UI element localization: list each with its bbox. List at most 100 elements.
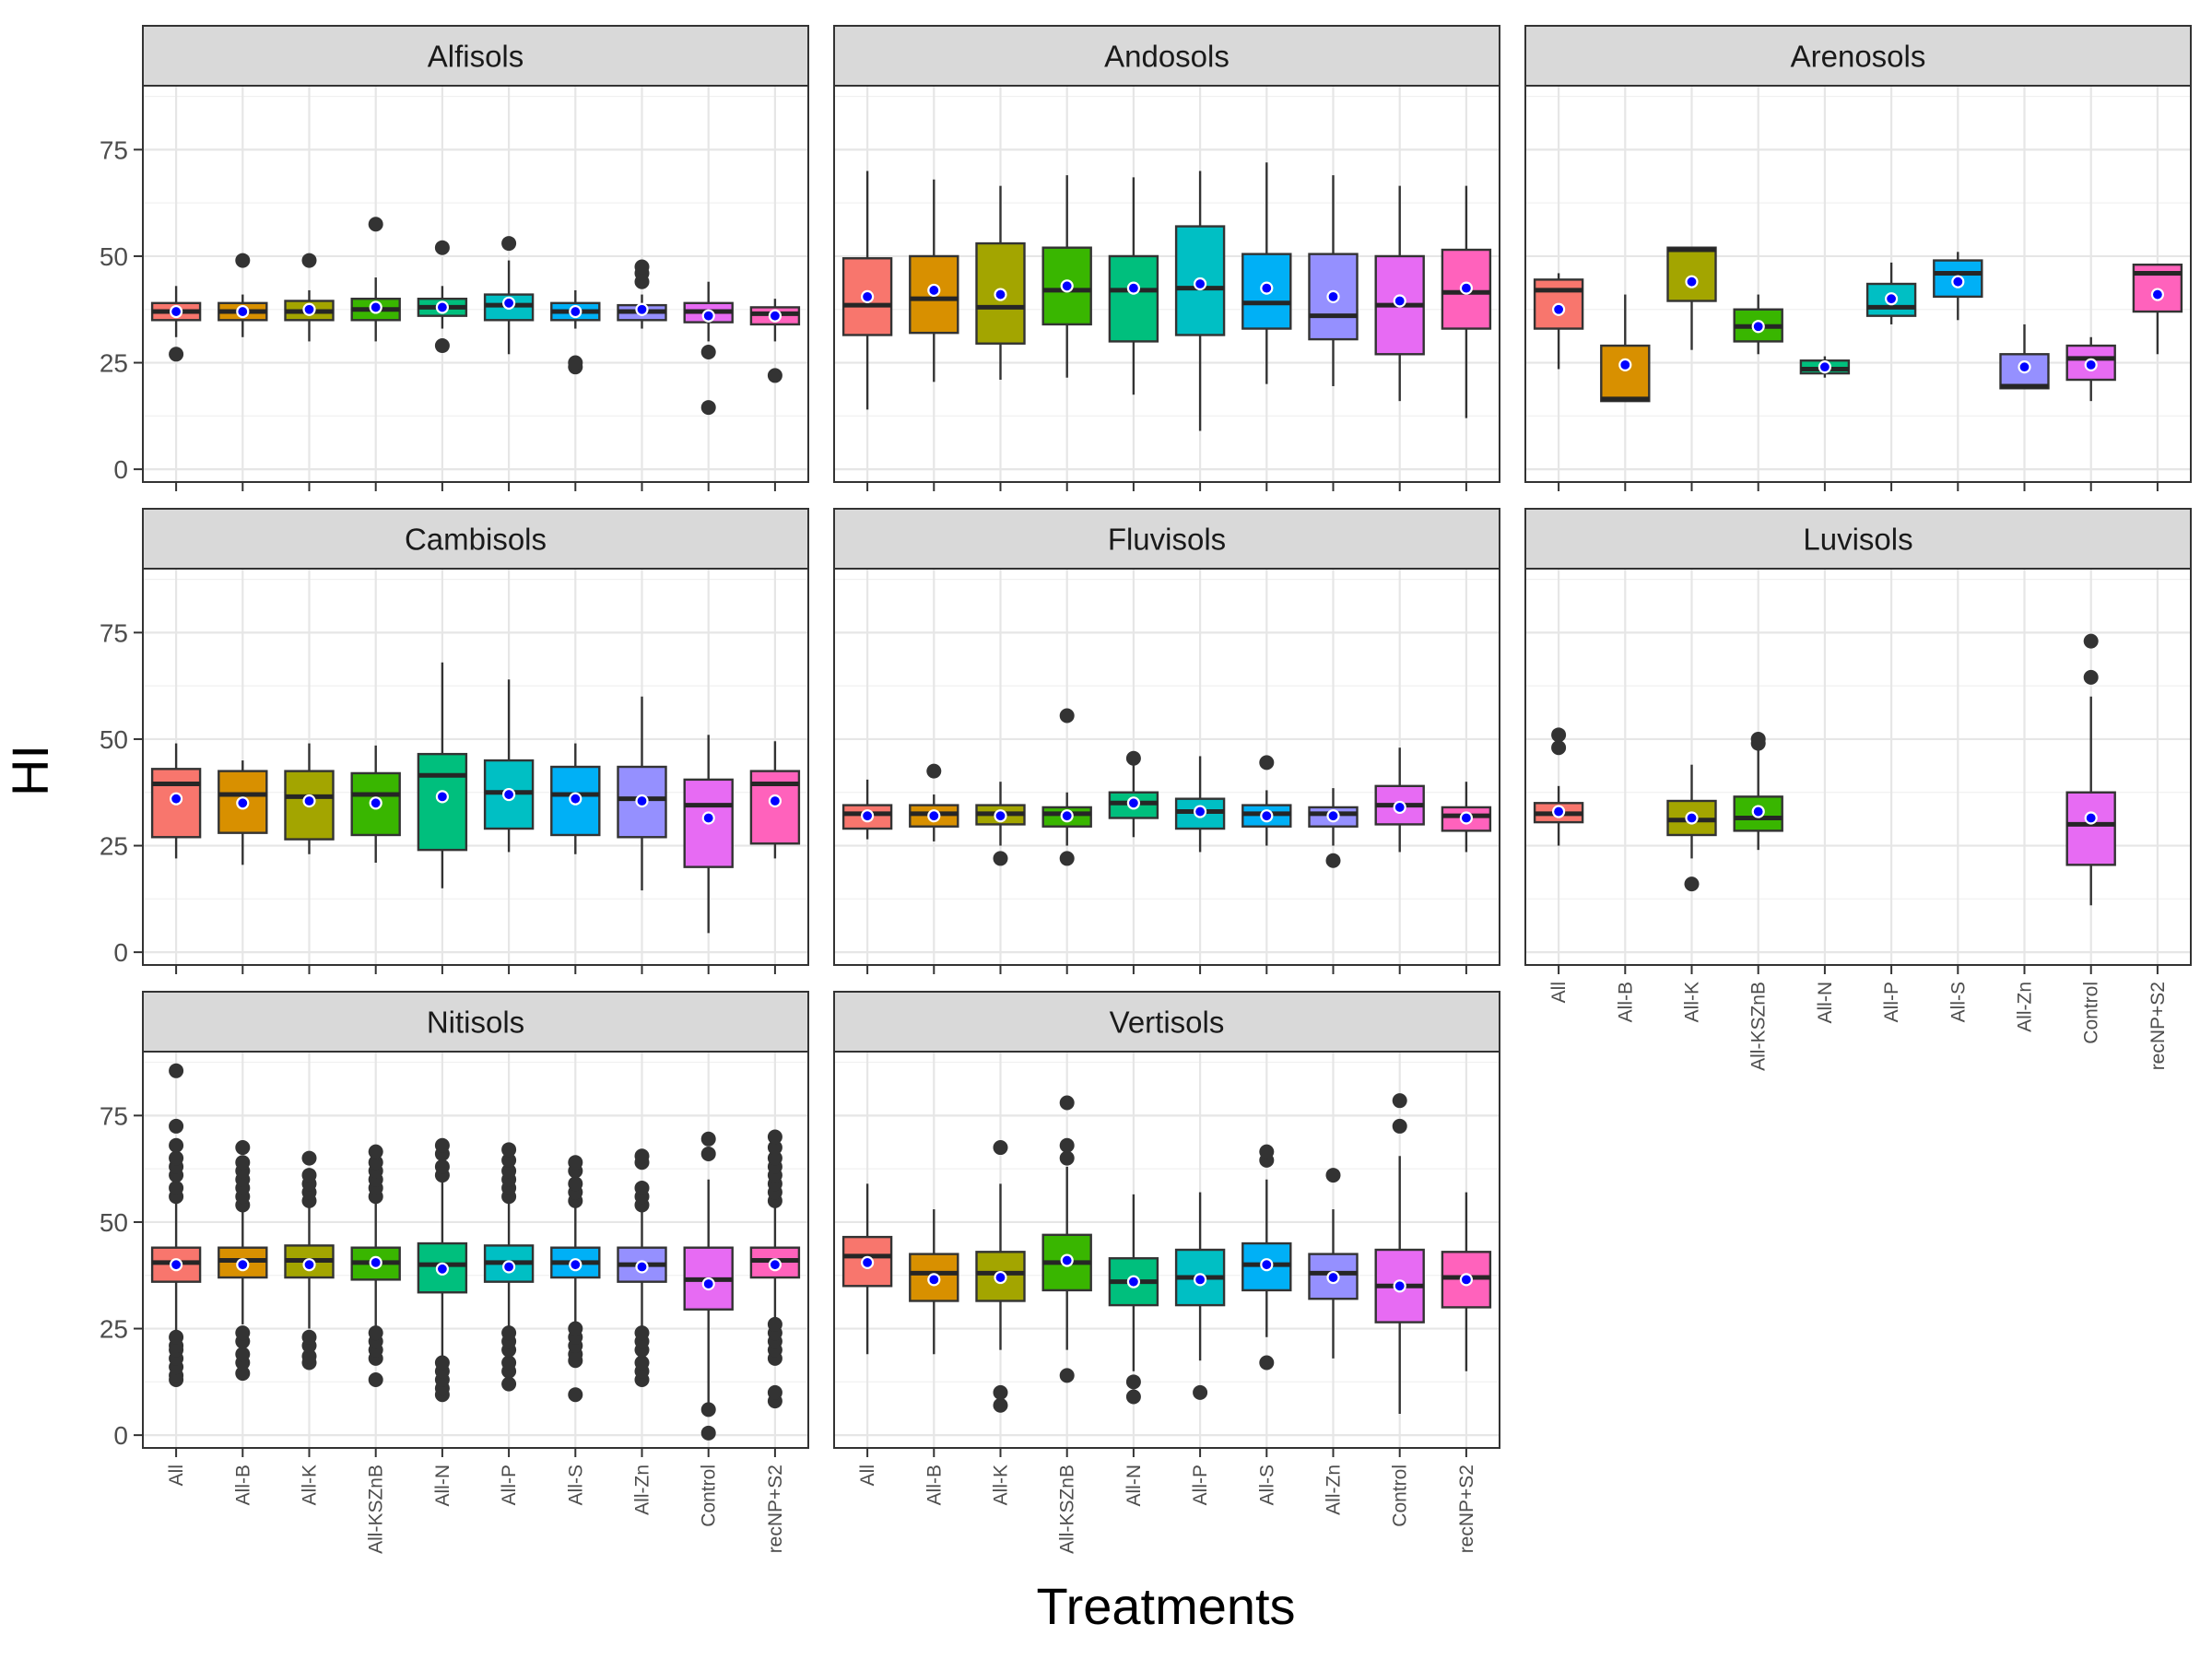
box-all-s	[550, 743, 601, 854]
x-tick-label: All-S	[1947, 982, 1969, 1022]
outlier-point	[634, 259, 650, 275]
facet-strip-label: Nitisols	[427, 1006, 524, 1040]
mean-point	[1193, 805, 1207, 818]
outlier-point	[235, 253, 251, 268]
outlier-point	[169, 1118, 184, 1134]
box-iqr	[1108, 254, 1159, 343]
mean-point	[236, 1258, 250, 1272]
box-all-p	[1174, 756, 1226, 853]
box-recnp-s2	[2132, 263, 2183, 355]
x-tick-label: All-K	[300, 1465, 321, 1505]
outlier-point	[700, 344, 716, 359]
mean-point	[994, 1270, 1007, 1285]
mean-point	[2084, 358, 2098, 371]
outlier-point	[634, 1180, 650, 1195]
x-tick-label: All-Zn	[632, 1465, 653, 1515]
outlier-point	[568, 1176, 583, 1192]
x-tick-label: All-K	[1682, 982, 1703, 1022]
facet-strip-label: Fluvisols	[1108, 523, 1226, 557]
mean-point	[1060, 1253, 1074, 1267]
outlier-point	[1325, 1168, 1341, 1183]
outlier-point	[1125, 1389, 1141, 1405]
box-all	[150, 743, 202, 859]
box-all-k	[284, 1150, 335, 1371]
facet-strip	[833, 508, 1500, 570]
box-all-s	[1933, 252, 1983, 321]
x-tick-label: Control	[1390, 1465, 1411, 1527]
mean-point	[236, 796, 250, 810]
facet-panel-vertisols: Vertisols All All-B All-K All-KSZnB All-N All-…	[833, 991, 1500, 1554]
mean-point	[569, 792, 582, 806]
mean-point	[302, 794, 316, 808]
mean-point	[1326, 1270, 1340, 1285]
x-tick-label: All-KSZnB	[366, 1465, 387, 1554]
x-tick-label: All-S	[1256, 1465, 1277, 1505]
outlier-point	[501, 1152, 517, 1168]
outlier-point	[1059, 1368, 1075, 1383]
box-all-ksznb	[1733, 731, 1783, 851]
facet-strip	[142, 25, 809, 87]
box-recnp-s2	[749, 1129, 801, 1409]
box-all-s	[1241, 1144, 1292, 1371]
outlier-point	[301, 1168, 317, 1183]
x-tick-label: Control	[2081, 982, 2102, 1044]
mean-point	[1393, 294, 1406, 308]
mean-point	[435, 300, 449, 314]
facet-panel-andosols: Andosols	[833, 25, 1500, 491]
outlier-point	[235, 1366, 251, 1382]
box-all-p	[1174, 171, 1226, 431]
mean-point	[927, 283, 941, 298]
outlier-point	[1684, 877, 1700, 892]
facet-strip-label: Alfisols	[428, 40, 524, 74]
box-iqr	[2065, 791, 2116, 866]
outlier-point	[926, 763, 942, 779]
outlier-point	[700, 1131, 716, 1147]
outlier-point	[1259, 755, 1275, 771]
panel-border	[833, 85, 1500, 483]
x-tick-label: All-N	[432, 1465, 453, 1507]
outlier-point	[1059, 851, 1075, 866]
outlier-point	[501, 1142, 517, 1158]
mean-point	[1260, 1258, 1274, 1272]
mean-point	[1326, 809, 1340, 823]
outlier-point	[301, 1150, 317, 1166]
panel-border	[833, 1051, 1500, 1449]
outlier-point	[568, 355, 583, 371]
box-recnp-s2	[749, 741, 801, 859]
mean-point	[1260, 809, 1274, 823]
outlier-point	[368, 1325, 383, 1341]
box-recnp-s2	[1441, 1192, 1492, 1371]
outlier-point	[169, 347, 184, 362]
mean-point	[635, 794, 649, 808]
outlier-point	[169, 1150, 184, 1166]
mean-point	[1751, 320, 1765, 334]
box-all-zn	[1999, 324, 2050, 390]
outlier-point	[169, 1329, 184, 1345]
outlier-point	[301, 1329, 317, 1345]
mean-point	[1126, 1275, 1141, 1288]
outlier-point	[434, 1137, 450, 1153]
outlier-point	[434, 1159, 450, 1174]
y-tick-label: 0	[113, 1421, 128, 1450]
outlier-point	[1059, 1095, 1075, 1111]
y-tick-label: 25	[100, 832, 128, 861]
mean-point	[768, 794, 782, 808]
x-tick-label: All-P	[1881, 982, 1902, 1022]
outlier-point	[993, 851, 1008, 866]
x-tick-label: All-N	[1815, 982, 1836, 1024]
box-all-n	[417, 240, 468, 354]
box-all-n	[417, 1137, 468, 1403]
outlier-point	[368, 1144, 383, 1159]
outlier-point	[1125, 750, 1141, 766]
mean-point	[1459, 811, 1474, 825]
x-tick-label: All	[857, 1465, 878, 1486]
mean-point	[369, 1255, 382, 1269]
mean-point	[435, 1262, 449, 1276]
mean-point	[501, 1260, 516, 1274]
mean-point	[994, 288, 1007, 301]
outlier-point	[767, 1140, 782, 1156]
box-all-zn	[617, 696, 667, 891]
x-tick-label: All-P	[499, 1465, 520, 1505]
box-all-s	[550, 1155, 601, 1403]
